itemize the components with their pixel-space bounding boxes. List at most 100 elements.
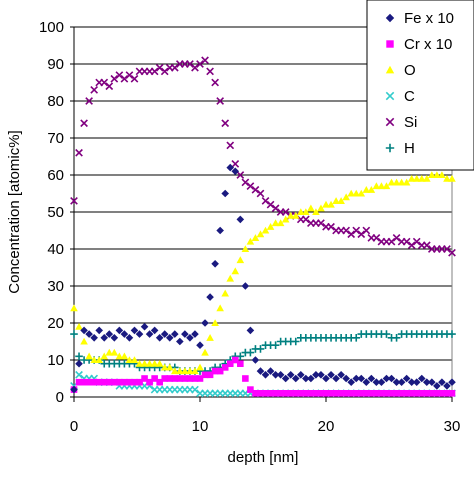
data-point: [418, 390, 426, 397]
data-point: [307, 390, 315, 397]
data-point: [176, 367, 184, 375]
data-point: [130, 326, 139, 335]
data-point: [438, 171, 446, 179]
legend-marker: [385, 13, 395, 23]
data-point: [317, 371, 325, 379]
data-point: [368, 390, 375, 397]
data-point: [322, 390, 330, 397]
data-point: [372, 234, 381, 242]
data-point: [236, 171, 245, 179]
data-point: [90, 356, 98, 364]
legend-label: Si: [404, 114, 417, 131]
data-point: [85, 352, 93, 360]
data-point: [302, 390, 310, 397]
data-point: [428, 390, 436, 397]
legend-label: C: [404, 88, 415, 105]
data-point: [242, 375, 249, 382]
data-point: [145, 359, 154, 367]
data-point: [150, 67, 159, 76]
legend-label: O: [404, 62, 416, 79]
legend-marker: [386, 40, 394, 48]
data-point: [121, 378, 128, 386]
data-point: [372, 378, 381, 386]
data-point: [70, 330, 78, 338]
data-point: [181, 375, 189, 382]
data-point: [160, 330, 169, 338]
data-point: [413, 390, 421, 397]
data-point: [357, 189, 366, 197]
data-point: [161, 375, 169, 382]
data-point: [398, 390, 405, 397]
legend: Fe x 10 Cr x 10 OC Si H: [366, 0, 474, 171]
data-point: [423, 378, 431, 386]
data-point: [181, 367, 189, 375]
data-point: [352, 189, 361, 197]
data-point: [281, 215, 290, 223]
data-point: [191, 375, 199, 382]
data-point: [171, 330, 179, 338]
data-point: [80, 119, 88, 128]
data-point: [387, 237, 396, 246]
data-point: [261, 371, 270, 379]
data-point: [367, 374, 376, 383]
data-point: [261, 226, 270, 234]
data-point: [135, 330, 144, 338]
data-point: [428, 171, 436, 179]
data-point: [287, 390, 295, 397]
data-point: [170, 63, 179, 72]
data-point: [80, 337, 88, 345]
legend-marker: [385, 117, 395, 127]
data-point: [231, 267, 240, 275]
data-point: [342, 226, 351, 235]
data-point: [362, 226, 371, 235]
data-point: [100, 352, 109, 360]
data-point: [342, 193, 350, 201]
data-point: [80, 326, 88, 335]
y-tick-label: 100: [39, 19, 64, 36]
data-point: [412, 174, 421, 182]
data-point: [75, 359, 83, 368]
data-point: [196, 341, 204, 349]
data-point: [221, 289, 229, 297]
data-point: [85, 378, 93, 386]
data-point: [266, 223, 275, 230]
data-point: [317, 204, 325, 212]
data-point: [286, 371, 295, 379]
data-point: [160, 67, 169, 76]
data-point: [221, 364, 229, 371]
data-point: [100, 378, 108, 386]
data-point: [327, 200, 335, 208]
data-point: [352, 390, 360, 397]
data-point: [85, 97, 93, 105]
data-point: [448, 330, 456, 338]
data-point: [186, 60, 194, 68]
data-point: [231, 167, 240, 176]
data-point: [75, 322, 83, 330]
data-point: [105, 330, 114, 338]
data-point: [332, 390, 340, 397]
data-point: [397, 178, 406, 186]
data-point: [146, 378, 153, 386]
data-point: [196, 375, 204, 382]
data-point: [140, 322, 149, 331]
y-tick-label: 80: [47, 93, 64, 110]
data-point: [80, 378, 88, 386]
data-point: [95, 326, 103, 335]
data-point: [226, 141, 235, 150]
data-point: [196, 60, 204, 68]
data-point: [206, 371, 214, 379]
y-axis-title: Concentration [atomic%]: [6, 130, 23, 293]
series-cr-x-10: [70, 356, 456, 397]
data-point: [131, 378, 138, 386]
y-tick-label: 90: [47, 56, 64, 73]
data-point: [301, 215, 310, 224]
y-tick-label: 40: [47, 241, 64, 258]
data-point: [302, 208, 310, 216]
data-point: [433, 382, 441, 390]
data-point: [347, 378, 355, 386]
legend-label: Fe x 10: [404, 10, 454, 27]
data-point: [403, 390, 410, 397]
data-point: [286, 211, 295, 219]
data-point: [377, 182, 386, 190]
data-point: [312, 208, 320, 216]
